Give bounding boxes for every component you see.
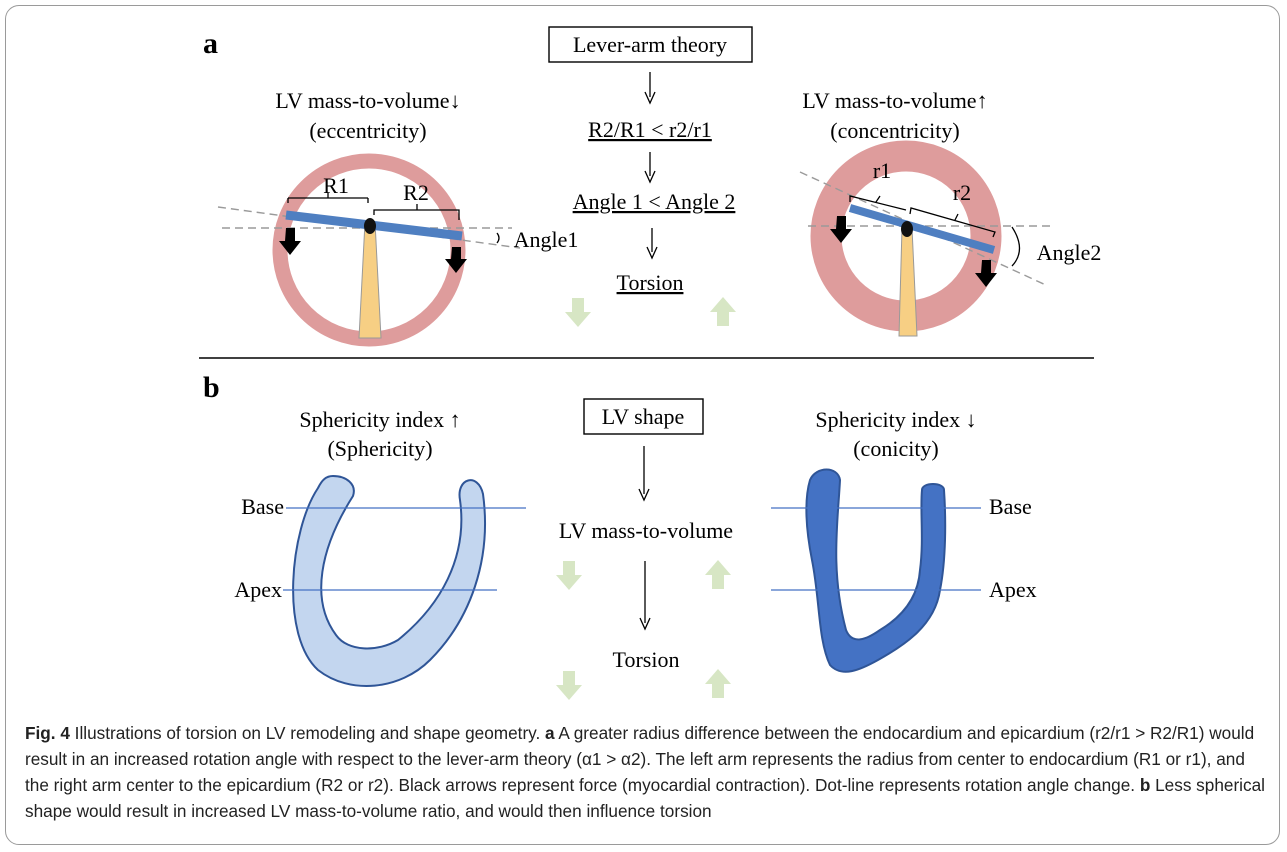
panel-a-left-title-2: (eccentricity) <box>309 118 426 143</box>
panel-a-right-title-1: LV mass-to-volume↑ <box>802 88 987 113</box>
flow-arrow-3-head <box>646 246 658 260</box>
panel-a-left-title-1: LV mass-to-volume↓ <box>275 88 460 113</box>
r2-bracket <box>909 207 996 238</box>
right-pointer <box>898 227 918 337</box>
figure-caption: Fig. 4 Illustrations of torsion on LV re… <box>25 720 1270 824</box>
figure-illustration: a LV mass-to-volume↓ (eccentricity) LV m… <box>199 26 1102 700</box>
conical-lv-shape <box>805 468 947 673</box>
down-arrow-icon <box>556 561 582 590</box>
panel-b-left-title-1: Sphericity index ↑ <box>299 407 460 432</box>
up-arrow-icon <box>705 669 731 698</box>
left-force-arrow-icon <box>279 228 301 255</box>
panel-b-torsion-label: Torsion <box>613 647 680 672</box>
caption-title: Illustrations of torsion on LV remodelin… <box>69 723 546 743</box>
right-base-label: Base <box>989 494 1032 519</box>
flow-arrow-2-head <box>644 170 656 184</box>
right-ring-right-force-arrow-icon <box>975 260 997 287</box>
panel-b-right-title-1: Sphericity index ↓ <box>815 407 976 432</box>
right-lever-arm <box>848 204 996 254</box>
flow-arrow-1-head <box>644 91 656 105</box>
right-pivot <box>901 221 913 237</box>
angle1-label: Angle1 <box>514 227 579 252</box>
R1-label: R1 <box>323 173 349 198</box>
caption-b-text: Less spherical shape would result in inc… <box>25 775 1265 821</box>
up-arrow-icon <box>710 297 736 326</box>
left-rotated-dotline <box>217 206 521 249</box>
right-ring-left-force-arrow-icon <box>830 216 852 243</box>
left-apex-label: Apex <box>234 577 282 602</box>
right-apex-label: Apex <box>989 577 1037 602</box>
caption-b-label: b <box>1139 775 1151 795</box>
R2-label: R2 <box>403 180 429 205</box>
right-force-arrow-icon <box>445 247 467 273</box>
caption-fig-label: Fig. 4 <box>25 723 70 743</box>
step-angle: Angle 1 < Angle 2 <box>573 189 736 214</box>
angle2-arc <box>1011 226 1021 267</box>
R1-bracket <box>287 193 369 203</box>
step-ratio: R2/R1 < r2/r1 <box>588 117 712 142</box>
lv-mass-to-volume-label: LV mass-to-volume <box>559 518 733 543</box>
angle2-label: Angle2 <box>1037 240 1102 265</box>
r1-label: r1 <box>873 158 891 183</box>
up-arrow-icon <box>705 560 731 589</box>
left-base-label: Base <box>241 494 284 519</box>
panel-b-label: b <box>203 371 220 404</box>
flow-arrow-b2-head <box>639 617 651 631</box>
caption-a-text: A greater radius difference between the … <box>25 723 1255 795</box>
left-pivot <box>364 218 376 234</box>
lv-shape-box <box>583 398 704 435</box>
down-arrow-icon <box>565 298 591 327</box>
down-arrow-icon <box>556 671 582 700</box>
spherical-lv-shape <box>292 474 486 687</box>
lever-arm-box <box>548 26 753 63</box>
r2-label: r2 <box>953 180 971 205</box>
R2-bracket <box>373 204 460 220</box>
left-pointer <box>358 221 382 339</box>
step-torsion: Torsion <box>617 270 684 295</box>
panel-b-right-title-2: (conicity) <box>853 436 939 461</box>
r1-bracket <box>849 195 907 211</box>
lever-arm-box-label: Lever-arm theory <box>573 32 727 57</box>
panel-a-label: a <box>203 27 218 60</box>
caption-a-label: a <box>545 723 555 743</box>
lv-shape-box-label: LV shape <box>602 404 685 429</box>
panel-a-right-title-2: (concentricity) <box>830 118 960 143</box>
flow-arrow-b1-head <box>638 488 650 502</box>
panel-b-left-title-2: (Sphericity) <box>327 436 432 461</box>
angle1-arc <box>496 232 500 244</box>
